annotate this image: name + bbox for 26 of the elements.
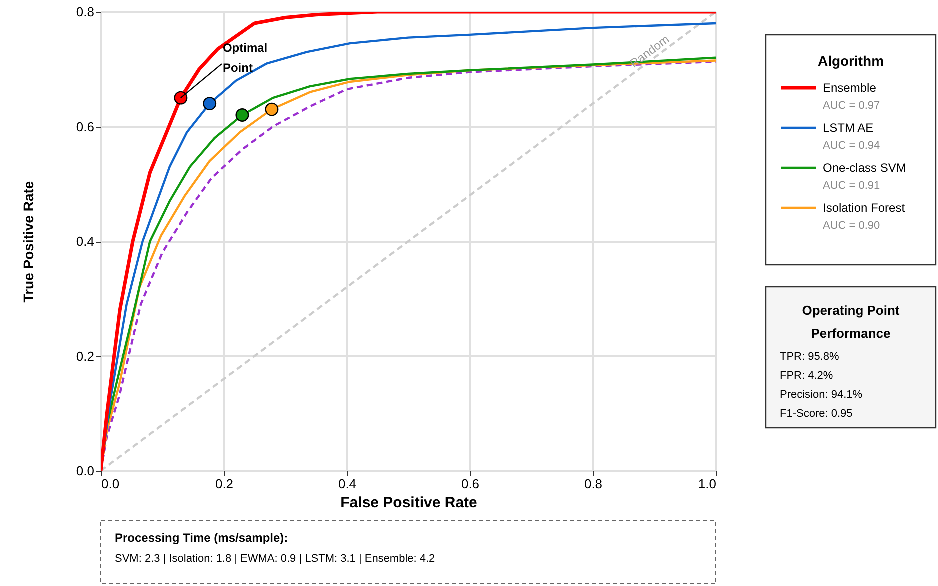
legend-label: LSTM AE AUC = 0.94 <box>823 121 880 152</box>
x-tick-label: 0.6 <box>461 476 480 492</box>
text: Processing Time (ms/sample): <box>115 531 288 545</box>
legend-title: Algorithm <box>818 53 884 69</box>
x-axis-title: False Positive Rate <box>340 494 478 512</box>
y-tick-label: 0.8 <box>76 4 94 20</box>
y-tick-label: 0.6 <box>76 119 94 134</box>
y-tick-label: 0.2 <box>76 348 94 364</box>
y-axis-title: True Positive Rate <box>20 181 36 303</box>
text: F1-Score: 0.95 <box>780 408 853 420</box>
legend-label: Isolation Forest AUC = 0.90 <box>823 201 906 232</box>
x-tick-label: 1.0 <box>698 476 716 492</box>
text: Precision: 94.1% <box>780 389 863 401</box>
y-tick-label: 0.4 <box>76 234 94 249</box>
text: FPR: 4.2% <box>780 370 834 382</box>
legend-label: Ensemble AUC = 0.97 <box>823 81 880 112</box>
x-tick-label: 0.4 <box>338 476 357 492</box>
legend-label: One-class SVM AUC = 0.91 <box>823 161 906 192</box>
annotation: Optimal Point <box>222 41 268 76</box>
text: TPR: 95.8% <box>780 351 840 363</box>
x-tick-label: 0.2 <box>215 476 234 492</box>
y-tick-label: 0.0 <box>76 464 94 478</box>
text: SVM: 2.3 | Isolation: 1.8 | EWMA: 0.9 | LSTM: 3.1 | Ensemble: 4.2 <box>115 553 436 565</box>
text: Operating Point Performance <box>802 303 900 341</box>
x-tick-label: 0.0 <box>102 476 120 492</box>
x-tick-label: 0.8 <box>584 476 603 492</box>
